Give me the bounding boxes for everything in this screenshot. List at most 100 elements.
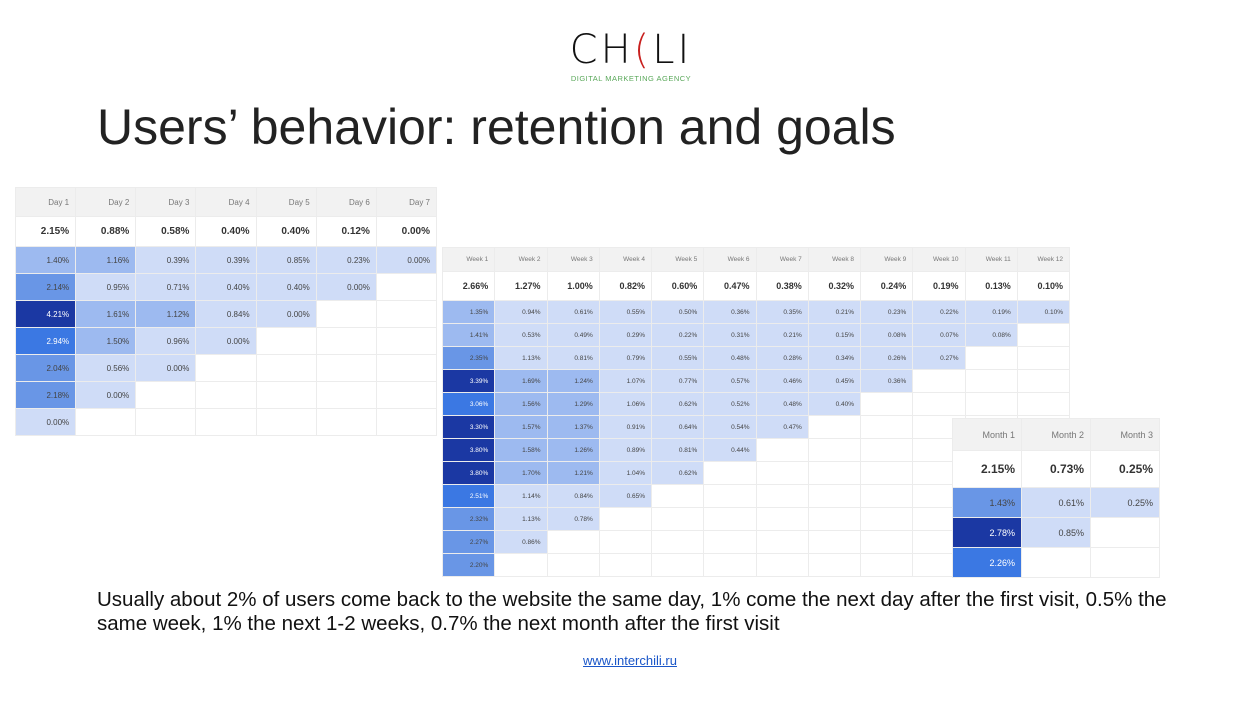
retention-cell: 1.56% [494, 392, 548, 416]
retention-cell: 2.32% [441, 507, 496, 531]
retention-cell: 0.00% [375, 246, 438, 274]
total-cell: 0.82% [598, 271, 653, 301]
retention-cell: 1.24% [546, 369, 600, 393]
totals-row: 2.15% 0.73% 0.25% [952, 450, 1160, 488]
cohort-row: 3.06% 1.56% 1.29% 1.06% 0.62% 0.52% 0.48% 0.40% [441, 392, 1071, 416]
empty-cell [755, 553, 809, 577]
column-header: Week 3 [546, 247, 600, 272]
cohort-row: 2.26% [952, 547, 1160, 578]
retention-cell: 0.62% [650, 461, 705, 485]
retention-cell: 0.86% [494, 530, 548, 554]
retention-cell: 1.13% [494, 346, 548, 370]
empty-cell [195, 408, 257, 436]
retention-cell: 3.80% [441, 461, 496, 485]
retention-cell: 0.36% [703, 300, 757, 324]
retention-cell: 0.00% [14, 408, 77, 436]
retention-cell: 0.21% [755, 323, 809, 347]
column-header: Week 11 [964, 247, 1018, 272]
cohort-row: 1.40% 1.16% 0.39% 0.39% 0.85% 0.23% 0.00% [14, 246, 438, 274]
retention-cell: 0.45% [807, 369, 862, 393]
website-link[interactable]: www.interchili.ru [583, 653, 677, 668]
empty-cell [598, 553, 653, 577]
cohort-row: 2.18% 0.00% [14, 381, 438, 409]
cohort-row: 2.35% 1.13% 0.81% 0.79% 0.55% 0.48% 0.28% 0.34%… [441, 346, 1071, 370]
retention-cell: 3.80% [441, 438, 496, 462]
cohort-row: 2.14% 0.95% 0.71% 0.40% 0.40% 0.00% [14, 273, 438, 301]
empty-cell [195, 354, 257, 382]
retention-cell: 0.40% [807, 392, 862, 416]
empty-cell [964, 346, 1018, 370]
total-cell: 0.58% [135, 216, 197, 247]
total-cell: 2.15% [952, 450, 1022, 488]
empty-cell [650, 507, 705, 531]
empty-cell [703, 484, 757, 508]
retention-cell: 2.94% [14, 327, 77, 355]
total-cell: 0.32% [807, 271, 862, 301]
retention-cell: 0.08% [859, 323, 914, 347]
retention-cell: 0.48% [755, 392, 809, 416]
retention-cell: 0.48% [703, 346, 757, 370]
retention-cell: 2.27% [441, 530, 496, 554]
empty-cell [703, 530, 757, 554]
total-cell: 0.24% [859, 271, 914, 301]
retention-cell: 0.31% [703, 323, 757, 347]
retention-cell: 1.37% [546, 415, 600, 439]
retention-cell: 0.21% [807, 300, 862, 324]
retention-cell: 0.25% [1090, 487, 1160, 518]
empty-cell [964, 369, 1018, 393]
totals-row: 2.15% 0.88% 0.58% 0.40% 0.40% 0.12% 0.00% [14, 216, 438, 247]
retention-cell: 2.04% [14, 354, 77, 382]
empty-cell [807, 553, 862, 577]
chili-logo: CH(LI DIGITAL MARKETING AGENCY [566, 28, 696, 90]
retention-cell: 0.23% [315, 246, 377, 274]
empty-cell [807, 415, 862, 439]
empty-cell [546, 530, 600, 554]
retention-cell: 0.55% [598, 300, 653, 324]
retention-cell: 0.40% [255, 273, 317, 301]
retention-cell: 0.10% [1016, 300, 1071, 324]
retention-cell: 0.53% [494, 323, 548, 347]
total-cell: 0.13% [964, 271, 1018, 301]
retention-cell: 0.40% [195, 273, 257, 301]
retention-cell: 0.00% [75, 381, 137, 409]
empty-cell [755, 461, 809, 485]
empty-cell [315, 300, 377, 328]
cohort-row: 1.43% 0.61% 0.25% [952, 487, 1160, 518]
logo-wordmark: CH(LI [569, 27, 693, 73]
empty-cell [255, 381, 317, 409]
total-cell: 0.60% [650, 271, 705, 301]
empty-cell [650, 484, 705, 508]
empty-cell [703, 507, 757, 531]
empty-cell [375, 408, 438, 436]
retention-cell: 1.29% [546, 392, 600, 416]
retention-cell: 1.26% [546, 438, 600, 462]
empty-cell [755, 507, 809, 531]
retention-cell: 0.22% [912, 300, 966, 324]
monthly-retention-table: Month 1 Month 2 Month 3 2.15% 0.73% 0.25% 1.43… [952, 418, 1160, 578]
retention-cell: 1.14% [494, 484, 548, 508]
column-header: Day 2 [75, 187, 137, 217]
retention-cell: 0.00% [255, 300, 317, 328]
empty-cell [703, 553, 757, 577]
retention-cell: 0.52% [703, 392, 757, 416]
column-header: Month 3 [1090, 418, 1160, 451]
empty-cell [859, 484, 914, 508]
retention-cell: 1.07% [598, 369, 653, 393]
empty-cell [807, 461, 862, 485]
header-row: Day 1 Day 2 Day 3 Day 4 Day 5 Day 6 Day 7 [14, 187, 438, 217]
empty-cell [195, 381, 257, 409]
retention-cell: 3.39% [441, 369, 496, 393]
total-cell: 0.38% [755, 271, 809, 301]
retention-cell: 0.81% [546, 346, 600, 370]
retention-cell: 0.34% [807, 346, 862, 370]
cohort-row: 0.00% [14, 408, 438, 436]
empty-cell [255, 354, 317, 382]
empty-cell [1016, 323, 1071, 347]
empty-cell [703, 461, 757, 485]
retention-cell: 1.43% [952, 487, 1022, 518]
retention-cell: 1.12% [135, 300, 197, 328]
column-header: Day 1 [14, 187, 77, 217]
retention-cell: 1.04% [598, 461, 653, 485]
total-cell: 2.15% [14, 216, 77, 247]
retention-cell: 3.30% [441, 415, 496, 439]
